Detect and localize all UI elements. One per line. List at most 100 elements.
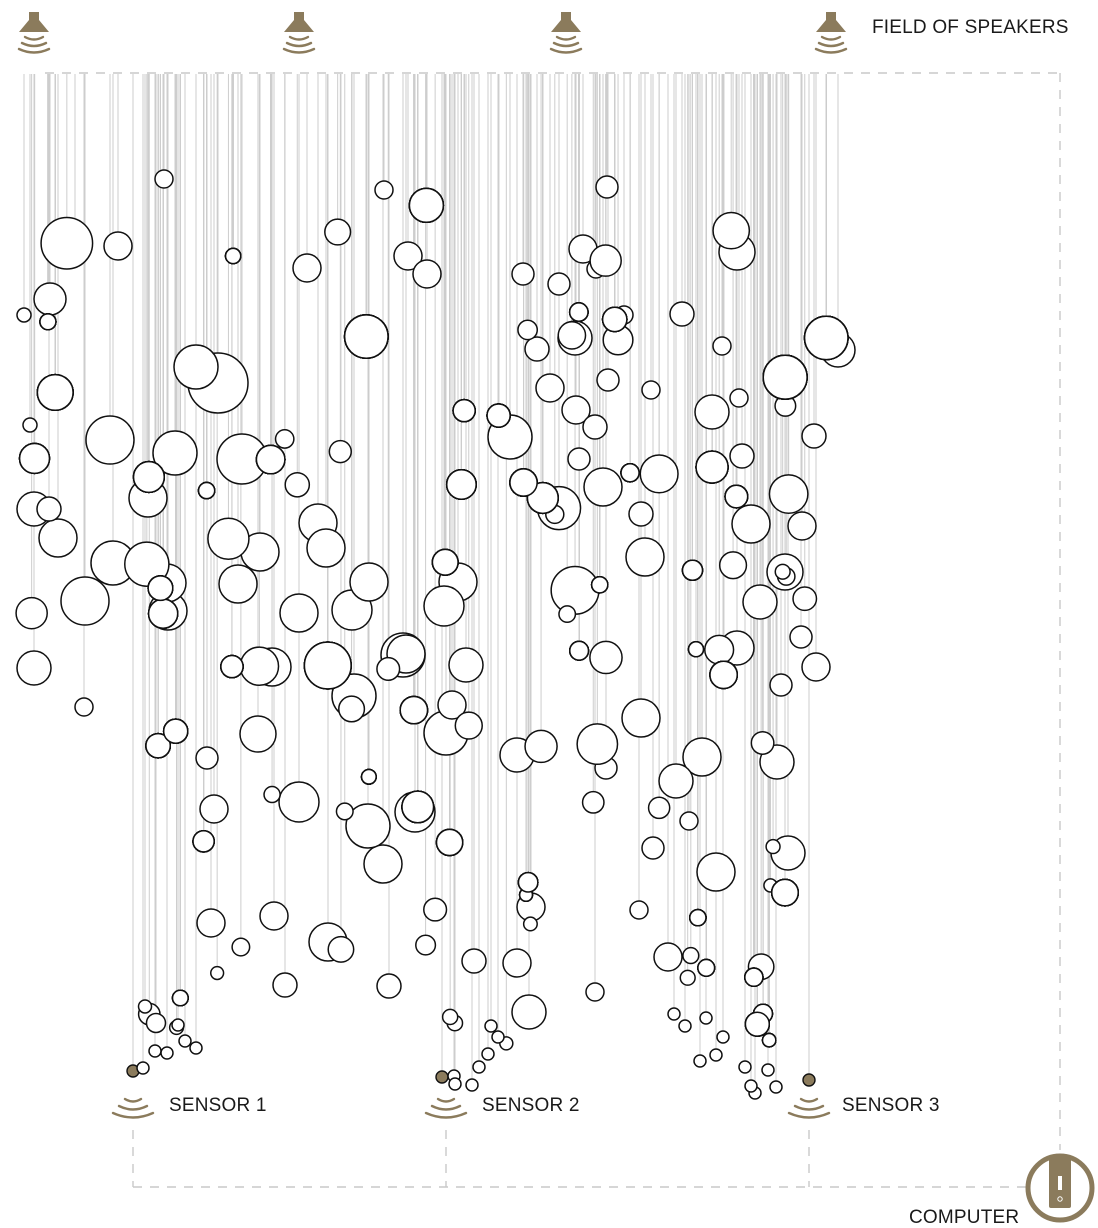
sensor-1: SENSOR 1 [111, 1095, 266, 1119]
bubble [16, 650, 52, 686]
bubble [679, 969, 696, 986]
bubble [415, 934, 437, 956]
bubble [712, 211, 751, 250]
bubble [192, 830, 215, 853]
bubble [687, 641, 705, 658]
bubble [399, 695, 429, 725]
bubble [524, 336, 550, 362]
wiring [45, 72, 1061, 1188]
bubble [338, 695, 366, 723]
bubble [152, 430, 198, 476]
bubble [679, 811, 699, 831]
bubble [303, 641, 352, 690]
bubble [696, 852, 736, 892]
bubble [38, 518, 78, 558]
bubble [709, 660, 738, 690]
bubble [363, 844, 403, 884]
bubble [744, 1011, 771, 1037]
bubble [792, 586, 818, 612]
bubble [15, 596, 48, 630]
bubble [585, 982, 605, 1002]
bubble [33, 282, 67, 316]
bubble [801, 652, 831, 682]
bubble [74, 697, 94, 717]
bubble [697, 958, 716, 977]
bubble [154, 169, 174, 189]
sensor-2: SENSOR 2 [424, 1095, 580, 1119]
bubble [742, 584, 778, 620]
bubble [491, 1030, 505, 1044]
bubble [196, 908, 226, 938]
bubble [653, 942, 683, 972]
bubble [704, 634, 735, 665]
bubble [345, 803, 391, 849]
bubble [210, 965, 225, 981]
bubble [669, 301, 695, 327]
computer-label: COMPUTER [909, 1207, 1019, 1228]
bubble [255, 444, 286, 475]
bubble [147, 598, 179, 629]
bubble [789, 625, 813, 649]
bubble [441, 1008, 459, 1026]
bubble [39, 313, 57, 331]
bubble [147, 575, 174, 602]
bubble [124, 541, 170, 587]
bubble [620, 463, 640, 483]
bubble [376, 656, 401, 682]
bubble [197, 481, 216, 500]
sensor-wave-icon [787, 1097, 831, 1119]
bubble [535, 373, 565, 403]
bubble [509, 468, 538, 497]
bubble [641, 836, 665, 860]
bubble [628, 501, 654, 527]
bubble [590, 575, 609, 594]
bubble [583, 467, 623, 507]
bubble [218, 564, 258, 604]
bubble [695, 450, 729, 484]
sensor-3: SENSOR 3 [787, 1095, 939, 1119]
bubble [335, 802, 354, 821]
bubble [328, 439, 353, 464]
bubble [486, 403, 511, 428]
bubble [689, 908, 707, 927]
bubble [239, 646, 280, 687]
bubble [601, 306, 628, 333]
speaker-row [17, 12, 848, 54]
bubble [145, 1012, 167, 1034]
bubble [769, 1080, 783, 1094]
bubble [171, 989, 189, 1007]
bubble [744, 1079, 758, 1093]
bubble [762, 354, 808, 400]
bubble [517, 871, 539, 893]
bubble [412, 259, 442, 289]
bubble [761, 1032, 777, 1048]
bubble [561, 395, 591, 425]
bubble [750, 730, 775, 755]
bubble [160, 1046, 174, 1060]
bubble [681, 559, 704, 581]
bubble [522, 916, 538, 932]
bubble [239, 715, 277, 753]
sensor2-label: SENSOR 2 [482, 1095, 580, 1116]
bubble [724, 484, 749, 509]
bubble [431, 548, 459, 576]
bubble [445, 468, 477, 500]
bubble [36, 373, 74, 412]
bubble [85, 415, 135, 465]
bubble [502, 948, 532, 978]
bubble [712, 336, 732, 356]
bubble [716, 1030, 730, 1044]
bubble [145, 732, 172, 759]
bubble [639, 454, 679, 494]
bubble [581, 790, 605, 814]
bubble [162, 718, 189, 744]
bubble [60, 576, 110, 626]
bubble [774, 563, 791, 580]
bubble [435, 828, 464, 857]
bubble [136, 1061, 150, 1075]
bubble [36, 496, 62, 522]
bubble [768, 474, 809, 515]
bubble [393, 241, 423, 271]
bubble [465, 1078, 479, 1092]
bubble [18, 442, 51, 475]
